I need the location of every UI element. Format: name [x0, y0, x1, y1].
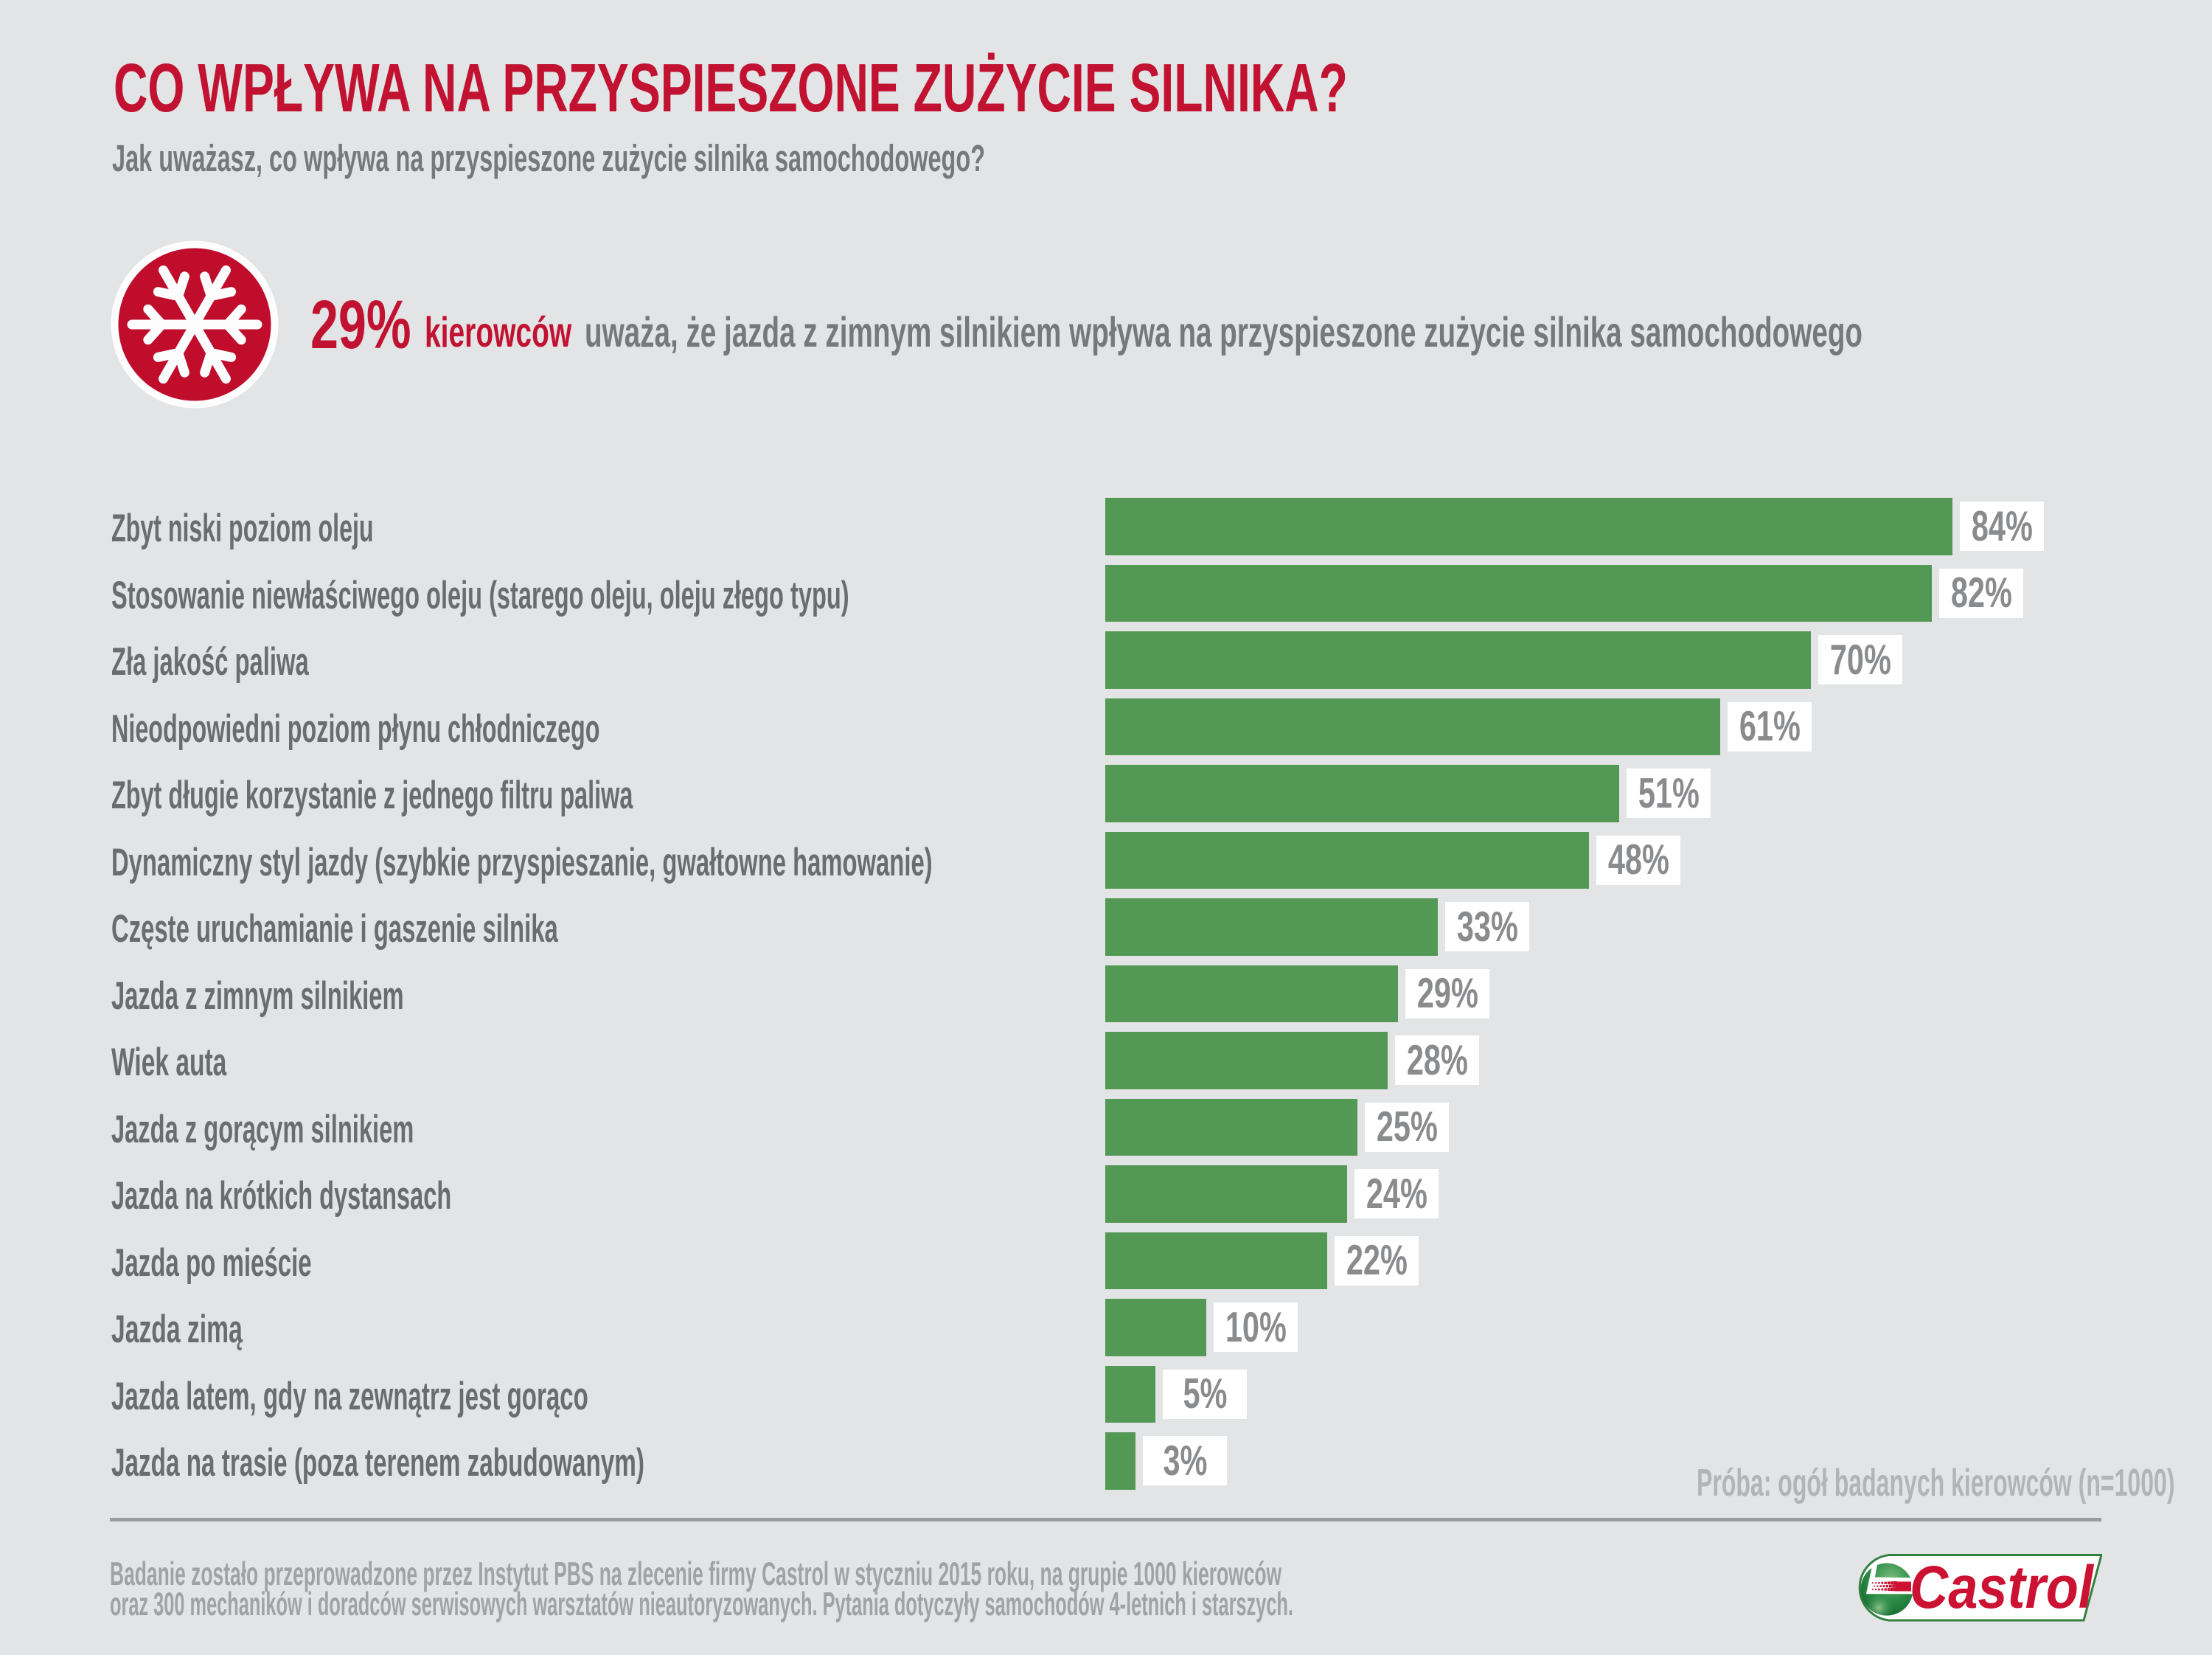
svg-text:Castrol: Castrol [1910, 1554, 2095, 1621]
